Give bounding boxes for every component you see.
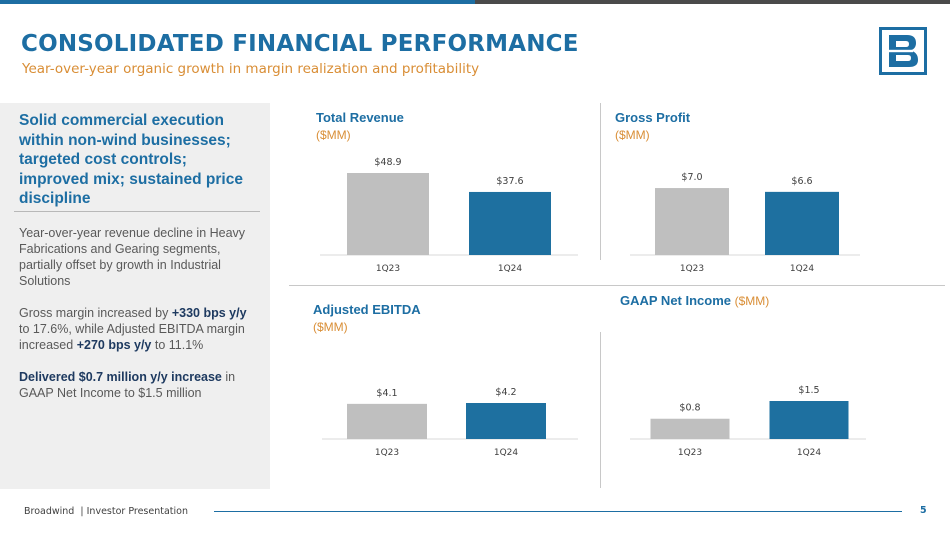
bar-1q24 — [765, 191, 839, 255]
net-income-chart-title: GAAP Net Income ($MM) — [620, 293, 769, 308]
bar-1q23 — [650, 418, 730, 439]
top-gray-bar — [475, 0, 950, 4]
ebitda-chart: $4.1 1Q23 $4.2 1Q24 — [322, 387, 578, 458]
net-income-text: in GAAP Net Income to $1.5 million — [19, 370, 236, 400]
page-subtitle: Year-over-year organic growth in margin … — [22, 61, 480, 77]
page-number: 5 — [920, 505, 927, 516]
summary-paragraph-margins: Gross margin increased by +330 bps y/y t… — [19, 305, 259, 353]
net-income-chart-unit: ($MM) — [734, 294, 770, 308]
net-income-highlight: Delivered $0.7 million y/y increase — [19, 370, 222, 384]
footer-label: Broadwind | Investor Presentation — [24, 506, 188, 517]
summary-paragraph-revenue: Year-over-year revenue decline in Heavy … — [19, 226, 246, 288]
chart-horizontal-divider — [289, 285, 945, 286]
footer-doc-name: Investor Presentation — [86, 506, 188, 517]
data-label-1q24: $6.6 — [791, 176, 812, 187]
summary-headline: Solid commercial execution within non-wi… — [19, 112, 243, 207]
gross-profit-chart-unit: ($MM) — [615, 128, 650, 142]
footer-separator: | — [80, 506, 84, 517]
summary-body: Year-over-year revenue decline in Heavy … — [19, 225, 259, 417]
tick-label-1q23: 1Q23 — [678, 448, 702, 458]
data-label-1q24: $4.2 — [495, 387, 516, 398]
footer-rule — [214, 511, 902, 512]
bar-1q24 — [466, 403, 546, 439]
revenue-chart: $48.9 1Q23 $37.6 1Q24 — [320, 157, 578, 274]
revenue-chart-unit: ($MM) — [316, 128, 351, 142]
data-label-1q23: $0.8 — [679, 403, 700, 414]
tick-label-1q23: 1Q23 — [680, 264, 704, 274]
footer-company: Broadwind — [24, 506, 75, 517]
tick-label-1q23: 1Q23 — [375, 448, 399, 458]
chart-vertical-divider-top — [600, 103, 601, 260]
data-label-1q24: $37.6 — [496, 176, 523, 187]
tick-label-1q23: 1Q23 — [376, 264, 400, 274]
bar-1q23 — [347, 403, 427, 439]
tick-label-1q24: 1Q24 — [797, 448, 822, 458]
chart-vertical-divider-bottom — [600, 332, 601, 488]
net-income-title-text: GAAP Net Income — [620, 293, 732, 308]
revenue-chart-title: Total Revenue — [316, 110, 404, 125]
data-label-1q24: $1.5 — [798, 385, 819, 396]
bar-1q23 — [347, 173, 429, 255]
ebitda-margin-bps: +270 bps y/y — [76, 338, 152, 352]
top-accent-bar — [0, 0, 475, 4]
data-label-1q23: $7.0 — [681, 172, 702, 183]
tick-label-1q24: 1Q24 — [494, 448, 519, 458]
gross-margin-bps: +330 bps y/y — [171, 306, 247, 320]
margin-text: to 11.1% — [151, 338, 204, 352]
summary-divider — [14, 211, 260, 212]
data-label-1q23: $4.1 — [376, 388, 397, 399]
bar-1q24 — [469, 191, 551, 255]
tick-label-1q24: 1Q24 — [498, 264, 523, 274]
ebitda-chart-unit: ($MM) — [313, 320, 348, 334]
net-income-chart: $0.8 1Q23 $1.5 1Q24 — [630, 385, 866, 458]
bar-1q24 — [769, 401, 849, 439]
ebitda-chart-title: Adjusted EBITDA — [313, 302, 421, 317]
summary-paragraph-net-income: Delivered $0.7 million y/y increase in G… — [19, 369, 259, 401]
bar-1q23 — [655, 188, 729, 255]
page-title: CONSOLIDATED FINANCIAL PERFORMANCE — [21, 31, 579, 57]
margin-text: to 17.6%, while Adjusted EBITDA margin i… — [19, 322, 245, 352]
data-label-1q23: $48.9 — [374, 157, 401, 168]
broadwind-logo-icon — [879, 27, 927, 75]
gross-profit-chart: $7.0 1Q23 $6.6 1Q24 — [630, 172, 860, 274]
summary-panel: Solid commercial execution within non-wi… — [0, 103, 270, 489]
gross-profit-chart-title: Gross Profit — [615, 110, 691, 125]
margin-text: Gross margin increased by — [19, 306, 172, 320]
tick-label-1q24: 1Q24 — [790, 264, 815, 274]
